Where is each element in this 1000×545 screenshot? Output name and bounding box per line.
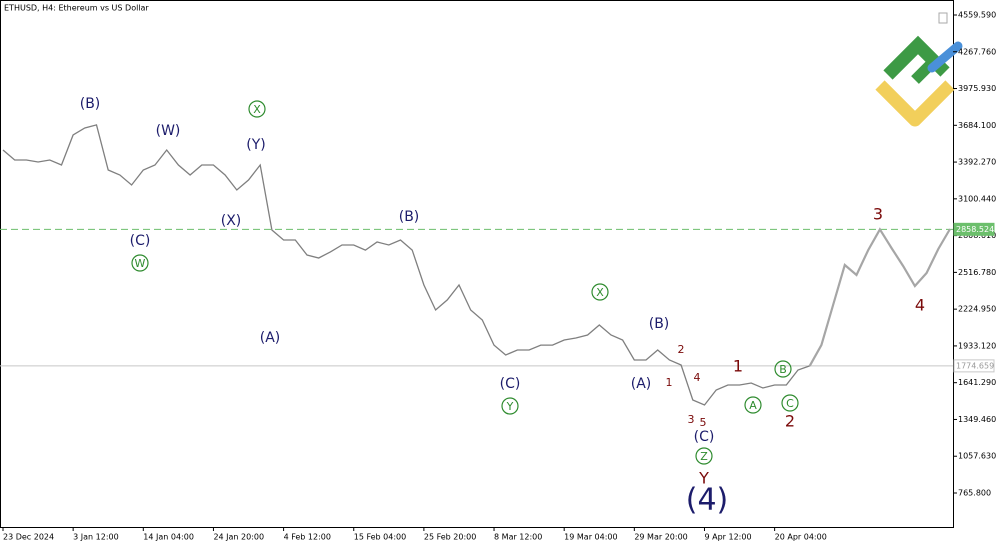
wave-label: Y: [506, 400, 514, 413]
y-tick-label: 3975.930: [958, 84, 996, 93]
x-tick-label: 24 Jan 20:00: [213, 533, 264, 542]
price-level-label: 2858.524: [956, 225, 994, 234]
wave-label: (4): [686, 483, 729, 518]
x-tick-label: 15 Feb 04:00: [354, 533, 406, 542]
wave-label: (W): [156, 123, 181, 139]
wave-label: 4: [694, 371, 701, 384]
menu-icon[interactable]: [938, 12, 948, 24]
x-tick-label: 25 Feb 20:00: [424, 533, 476, 542]
price-line: [2, 124, 810, 406]
price-level-box: [953, 222, 995, 236]
y-tick-label: 765.800: [958, 488, 991, 497]
wave-label: 3: [688, 413, 695, 426]
wave-circle: [744, 396, 762, 414]
y-tick-label: 1933.120: [958, 341, 996, 350]
wave-circle: [248, 100, 266, 118]
wave-label: (C): [130, 233, 151, 249]
wave-label: X: [596, 286, 604, 299]
wave-label: 3: [873, 205, 883, 224]
wave-label: (C): [500, 376, 521, 392]
plot-frame: [0, 0, 954, 528]
wave-label: (Y): [246, 137, 265, 153]
wave-circle: [695, 447, 713, 465]
wave-circle: [781, 394, 799, 412]
price-level-label: 1774.659: [956, 361, 994, 370]
wave-circle: [501, 397, 519, 415]
wave-circle: [591, 283, 609, 301]
wave-label: A: [749, 399, 757, 412]
forecast-line: [808, 227, 951, 367]
x-tick-label: 3 Jan 12:00: [73, 533, 119, 542]
x-tick-label: 9 Apr 12:00: [704, 533, 751, 542]
wave-label: 1: [733, 357, 743, 376]
y-tick-label: 4559.590: [958, 10, 996, 19]
wave-label: B: [779, 363, 787, 376]
wave-label: 5: [700, 416, 707, 429]
wave-label: C: [786, 397, 794, 410]
y-tick-label: 1057.630: [958, 452, 996, 461]
x-tick-label: 23 Dec 2024: [3, 533, 54, 542]
wave-label: (B): [649, 316, 670, 332]
y-tick-label: 3392.270: [958, 158, 996, 167]
y-tick-label: 3100.440: [958, 194, 996, 203]
y-tick-label: 1349.460: [958, 415, 996, 424]
wave-label: Y: [698, 469, 709, 488]
y-tick-label: 2224.950: [958, 305, 996, 314]
y-tick-label: 2516.780: [958, 268, 996, 277]
wave-label: W: [135, 257, 146, 270]
y-tick-label: 3684.100: [958, 121, 996, 130]
price-level-box: [953, 359, 995, 373]
wave-label: 2: [678, 343, 685, 356]
wave-label: (B): [80, 96, 101, 112]
wave-label: X: [253, 103, 261, 116]
wave-label: 2: [785, 412, 795, 431]
wave-label: (B): [399, 209, 420, 225]
y-tick-label: 1641.290: [958, 378, 996, 387]
wave-label: (C): [694, 429, 715, 445]
x-tick-label: 14 Jan 04:00: [143, 533, 194, 542]
wave-circle: [774, 360, 792, 378]
x-tick-label: 20 Apr 04:00: [775, 533, 827, 542]
wave-label: Z: [700, 450, 708, 463]
chart-title: ETHUSD, H4: Ethereum vs US Dollar: [4, 4, 149, 13]
x-tick-label: 8 Mar 12:00: [494, 533, 542, 542]
x-tick-label: 19 Mar 04:00: [564, 533, 617, 542]
x-tick-label: 29 Mar 20:00: [634, 533, 687, 542]
logo: [875, 35, 963, 127]
wave-label: 1: [666, 376, 673, 389]
wave-label: (A): [631, 376, 652, 392]
wave-label: (A): [260, 330, 281, 346]
wave-label: 4: [915, 296, 925, 315]
wave-circle: [131, 254, 149, 272]
y-tick-label: 4267.760: [958, 47, 996, 56]
wave-label: (X): [221, 213, 242, 229]
x-tick-label: 4 Feb 12:00: [284, 533, 331, 542]
